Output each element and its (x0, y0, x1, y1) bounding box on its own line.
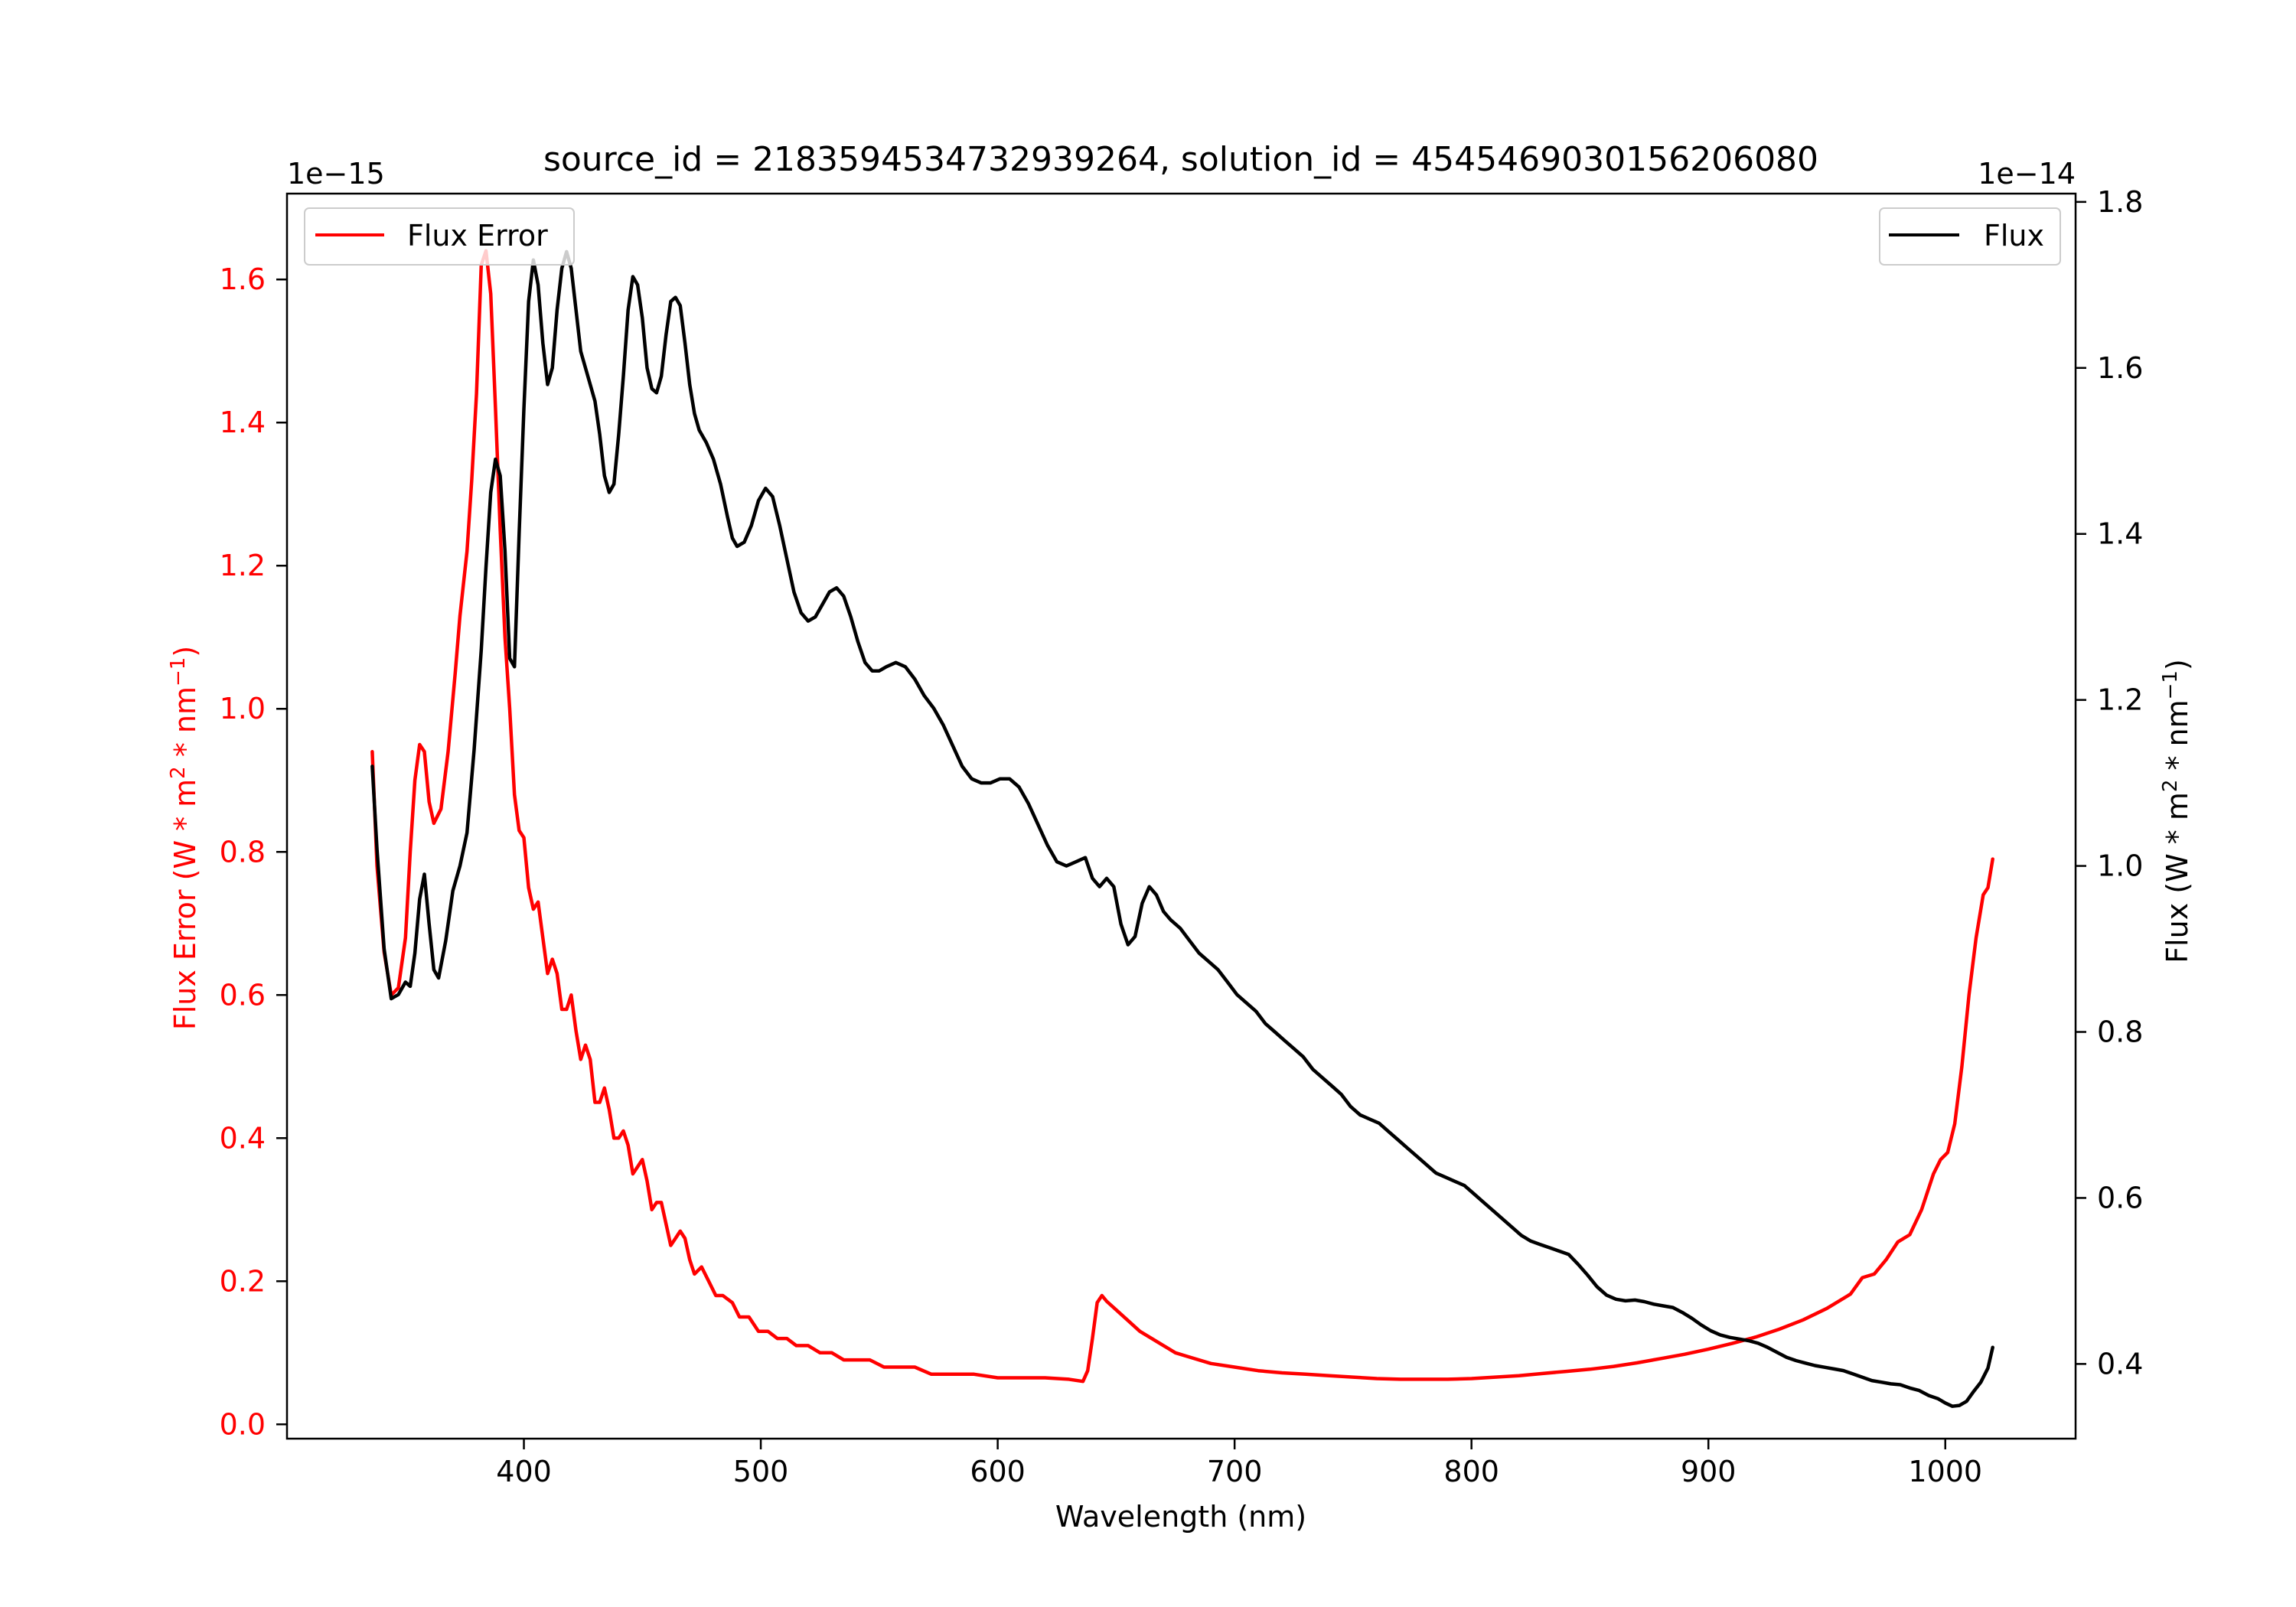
right-tick-label: 0.8 (2097, 1015, 2143, 1049)
axes: 400 500 600 700 800 900 1000 0.0 0.2 0.4 0.6 0.8 1.0… (220, 185, 2144, 1488)
plot-frame (285, 192, 2077, 1440)
left-axis-label: Flux Error (W * m2 * nm−1) (167, 646, 202, 1030)
x-tick-label: 900 (1681, 1455, 1737, 1488)
right-tick-label: 1.4 (2097, 517, 2143, 551)
left-tick-label: 0.8 (220, 835, 266, 869)
right-axis-label-part3: ) (2161, 659, 2194, 670)
chart-title: source_id = 2183594534732939264, solutio… (543, 140, 1818, 179)
left-tick-label: 1.4 (220, 406, 266, 439)
left-tick-label: 0.2 (220, 1264, 266, 1298)
right-tick-label: 1.2 (2097, 683, 2143, 717)
right-tick-label: 0.6 (2097, 1181, 2143, 1214)
right-axis-label: Flux (W * m2 * nm−1) (2159, 659, 2194, 963)
legend-flux-box (1879, 207, 2061, 266)
left-axis-label-sup: 2 (167, 766, 190, 779)
x-axis-label: Wavelength (nm) (1055, 1500, 1306, 1534)
right-axis-label-sup2: −1 (2159, 670, 2182, 699)
left-axis-label-part3: ) (168, 646, 202, 657)
left-tick-label: 0.4 (220, 1121, 266, 1155)
right-axis-label-sup: 2 (2159, 780, 2182, 793)
plot-area (370, 249, 1994, 1408)
right-axis-label-part1: Flux (W * m (2161, 792, 2194, 963)
series-line-flux-error (370, 249, 1994, 1384)
left-tick-label: 1.2 (220, 549, 266, 582)
left-axis-label-part1: Flux Error (W * m (168, 779, 202, 1030)
left-tick-label: 0.0 (220, 1407, 266, 1441)
right-tick-label: 1.6 (2097, 351, 2143, 385)
series-line-flux (370, 249, 1994, 1408)
legend-flux-error-box (304, 207, 575, 266)
left-tick-label: 0.6 (220, 978, 266, 1012)
x-tick-label: 600 (970, 1455, 1026, 1488)
legend-flux: Flux (1879, 207, 2061, 266)
x-tick-label: 800 (1443, 1455, 1499, 1488)
legend-flux-error-label: Flux Error (407, 219, 548, 253)
right-axis-offset-text: 1e−14 (1978, 157, 2076, 191)
left-tick-label: 1.0 (220, 692, 266, 725)
x-tick-label: 1000 (1908, 1455, 1982, 1488)
legend-flux-error: Flux Error (304, 207, 575, 266)
x-tick-label: 500 (733, 1455, 789, 1488)
legend-flux-label: Flux (1984, 219, 2044, 253)
left-axis-offset-text: 1e−15 (287, 157, 385, 191)
left-axis-label-part2: * nm (168, 686, 202, 766)
left-axis-label-sup2: −1 (167, 657, 190, 686)
right-tick-label: 1.8 (2097, 185, 2143, 219)
right-axis-label-part2: * nm (2161, 699, 2194, 779)
x-tick-label: 400 (496, 1455, 552, 1488)
x-tick-label: 700 (1207, 1455, 1263, 1488)
right-tick-label: 1.0 (2097, 849, 2143, 883)
left-tick-label: 1.6 (220, 262, 266, 296)
right-tick-label: 0.4 (2097, 1347, 2143, 1380)
